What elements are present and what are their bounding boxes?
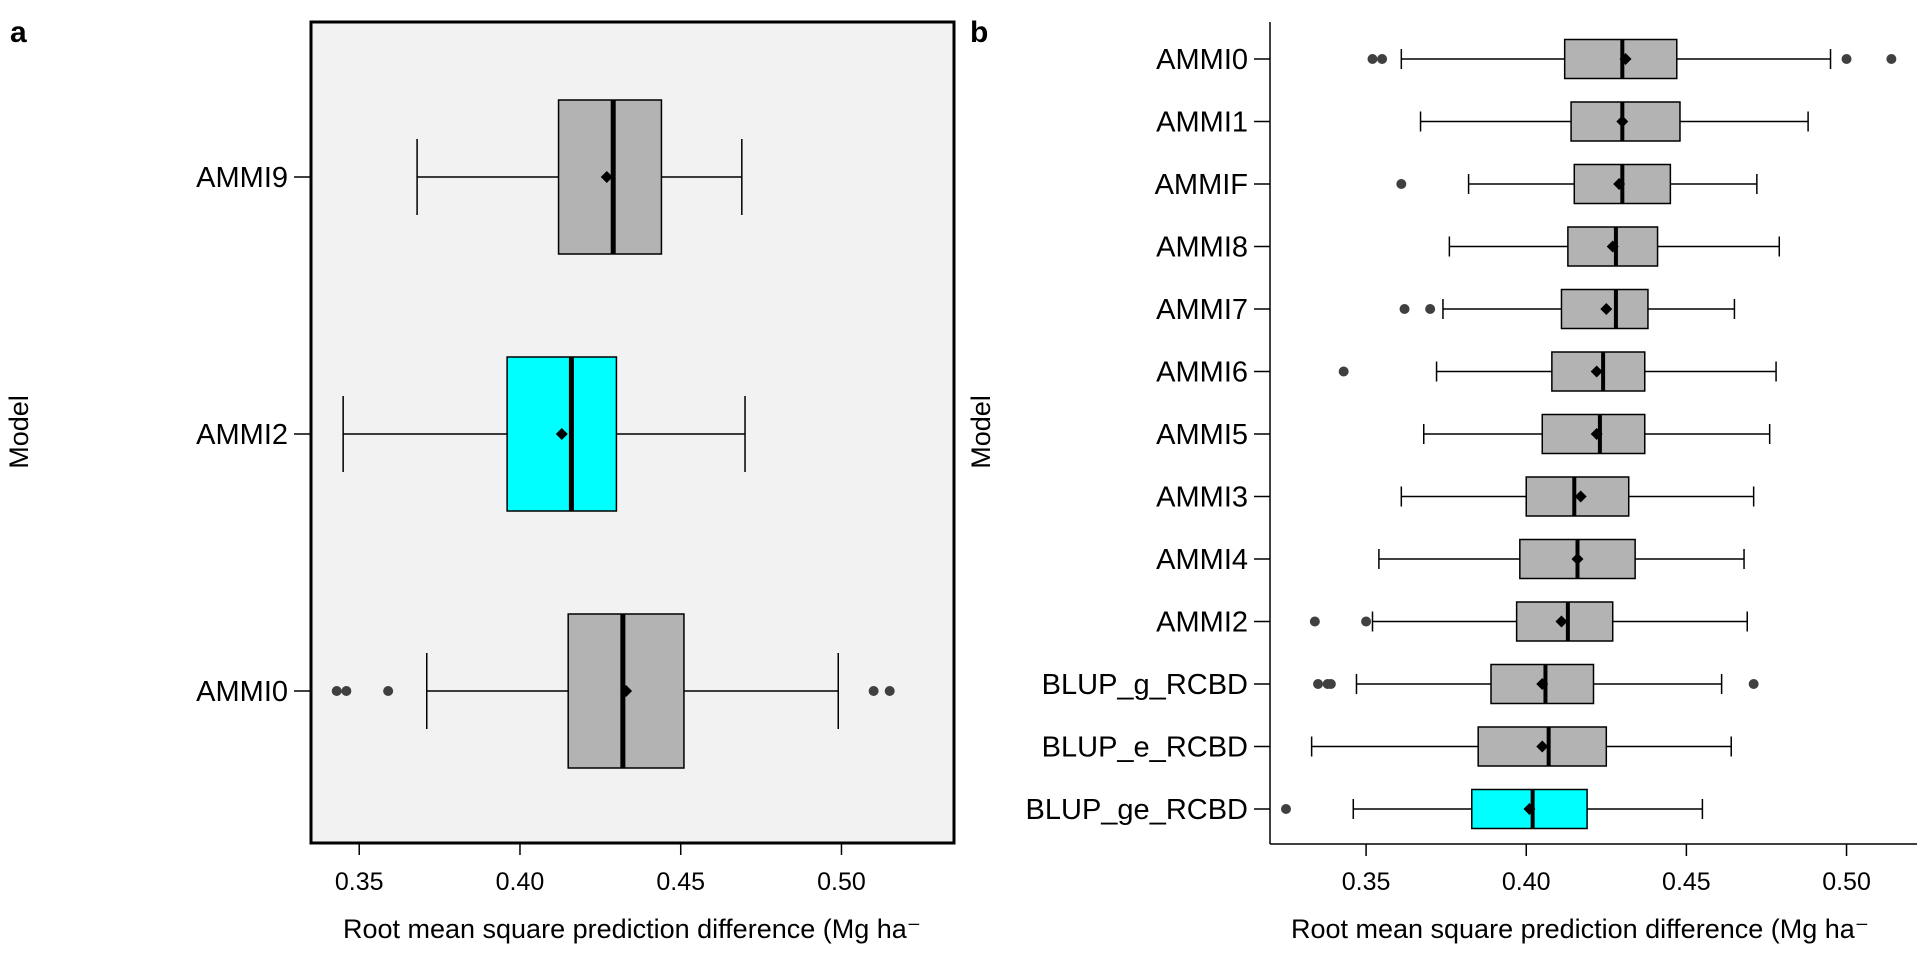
panel-b-box-ammi8	[1448, 226, 1781, 267]
panel-b-category-label: AMMI5	[1156, 419, 1248, 451]
panel-b-box-blup-g-rcbd	[1313, 663, 1759, 705]
panel-b-category-label: AMMI4	[1156, 544, 1248, 576]
panel-a: a AMMI9 AMMI2 AMMI0 0.35 0.40 0.45 0.50 Root …	[4, 16, 956, 944]
panel-a-x-tick-label: 0.40	[496, 868, 545, 896]
panel-a-x-tick-label: 0.45	[656, 868, 705, 896]
panel-b-category-label: AMMI8	[1156, 232, 1248, 264]
panel-b-category-label: BLUP_ge_RCBD	[1026, 794, 1248, 826]
panel-a-category-label: AMMI9	[196, 162, 288, 194]
mean-marker	[1616, 115, 1629, 128]
outlier-point	[1338, 366, 1349, 377]
iqr-box	[1515, 601, 1614, 642]
panel-a-category-label: AMMI2	[196, 419, 288, 451]
mean-marker	[555, 428, 568, 440]
outlier-point	[1367, 54, 1378, 64]
panel-a-letter: a	[10, 16, 27, 49]
mean-marker	[1590, 428, 1603, 440]
panel-b-marks	[1281, 38, 1897, 830]
outlier-point	[1313, 679, 1324, 689]
panel-b-category-label: AMMI3	[1156, 482, 1248, 514]
outlier-point	[341, 686, 352, 696]
panel-b-x-tick-label: 0.50	[1822, 868, 1871, 896]
panel-b-category-label: AMMI2	[1156, 607, 1248, 639]
outlier-point	[1748, 679, 1759, 689]
mean-marker	[1574, 490, 1587, 503]
panel-b-box-blup-e-rcbd	[1310, 726, 1732, 767]
panel-b-box-ammi4	[1378, 538, 1745, 580]
outlier-point	[1325, 679, 1336, 689]
panel-a-box-ammi2	[342, 356, 746, 512]
panel-a-marks	[331, 99, 895, 769]
mean-marker	[1600, 303, 1613, 315]
panel-b-category-label: AMMI7	[1156, 294, 1248, 326]
mean-marker	[600, 171, 613, 183]
panel-b-x-tick-label: 0.40	[1502, 868, 1551, 896]
mean-marker	[1590, 365, 1603, 378]
outlier-point	[1841, 54, 1852, 64]
iqr-box	[1525, 476, 1630, 517]
panel-a-category-label: AMMI0	[196, 676, 288, 708]
panel-b-y-axis-title: Model	[966, 395, 996, 469]
panel-b-box-ammi0	[1367, 38, 1897, 80]
panel-b-x-tick-label: 0.45	[1662, 868, 1711, 896]
iqr-box	[567, 613, 685, 769]
panel-a-x-tick-label: 0.50	[817, 868, 866, 896]
outlier-point	[331, 686, 342, 696]
outlier-point	[383, 686, 394, 696]
panel-a-x-axis-title: Root mean square prediction difference (…	[343, 914, 921, 944]
mean-marker	[1523, 803, 1536, 815]
panel-b-letter: b	[970, 16, 988, 49]
panel-a-box-ammi0	[331, 613, 895, 769]
panel-a-y-axis-title: Model	[4, 395, 34, 469]
mean-marker	[1613, 178, 1626, 190]
mean-marker	[1536, 740, 1549, 753]
panel-b-box-ammi7	[1399, 288, 1736, 330]
panel-b-box-ammi5	[1422, 413, 1771, 455]
mean-marker	[1536, 678, 1549, 690]
outlier-point	[1425, 304, 1436, 314]
outlier-point	[1377, 54, 1388, 64]
mean-marker	[1606, 240, 1619, 253]
outlier-point	[868, 686, 879, 696]
panel-a-x-ticks: 0.35 0.40 0.45 0.50	[335, 843, 866, 896]
outlier-point	[1309, 616, 1320, 627]
panel-b-box-ammi3	[1400, 476, 1755, 517]
outlier-point	[884, 686, 895, 696]
mean-marker	[1619, 53, 1632, 65]
panel-b-box-ammi6	[1338, 351, 1777, 392]
panel-b-x-tick-label: 0.35	[1342, 868, 1391, 896]
outlier-point	[1886, 54, 1897, 64]
panel-b-category-label: AMMI6	[1156, 357, 1248, 389]
panel-b-box-blup-ge-rcbd	[1281, 788, 1704, 830]
panel-b-category-labels: AMMI0 AMMI1 AMMIF AMMI8 AMMI7 AMMI6 AMMI5 AMMI3…	[1026, 44, 1270, 826]
panel-b-category-label: AMMI1	[1156, 107, 1248, 139]
panel-b-category-label: BLUP_e_RCBD	[1042, 732, 1248, 764]
mean-marker	[1571, 553, 1584, 565]
panel-a-x-tick-label: 0.35	[335, 868, 384, 896]
panel-a-box-ammi9	[416, 99, 743, 255]
panel-b-category-label: AMMIF	[1155, 169, 1248, 201]
panel-b-box-ammi1	[1419, 101, 1809, 142]
outlier-point	[1361, 616, 1372, 627]
panel-b-box-ammi2	[1309, 601, 1748, 642]
mean-marker	[1555, 615, 1568, 628]
outlier-point	[1396, 179, 1407, 189]
outlier-point	[1281, 804, 1292, 814]
panel-b-category-label: AMMI0	[1156, 44, 1248, 76]
panel-b-x-axis-title: Root mean square prediction difference (…	[1291, 914, 1869, 944]
panel-a-category-labels: AMMI9 AMMI2 AMMI0	[196, 162, 312, 708]
outlier-point	[1399, 304, 1410, 314]
mean-marker	[620, 685, 633, 697]
panel-b-category-label: BLUP_g_RCBD	[1042, 669, 1248, 701]
panel-b-x-ticks: 0.35 0.40 0.45 0.50	[1342, 844, 1871, 896]
panel-b-box-ammif	[1396, 163, 1758, 205]
panel-b: b AMMI0AMMI1AMMIFAMMI8AMMI7AMMI6AMMI5AMM…	[966, 16, 1917, 944]
